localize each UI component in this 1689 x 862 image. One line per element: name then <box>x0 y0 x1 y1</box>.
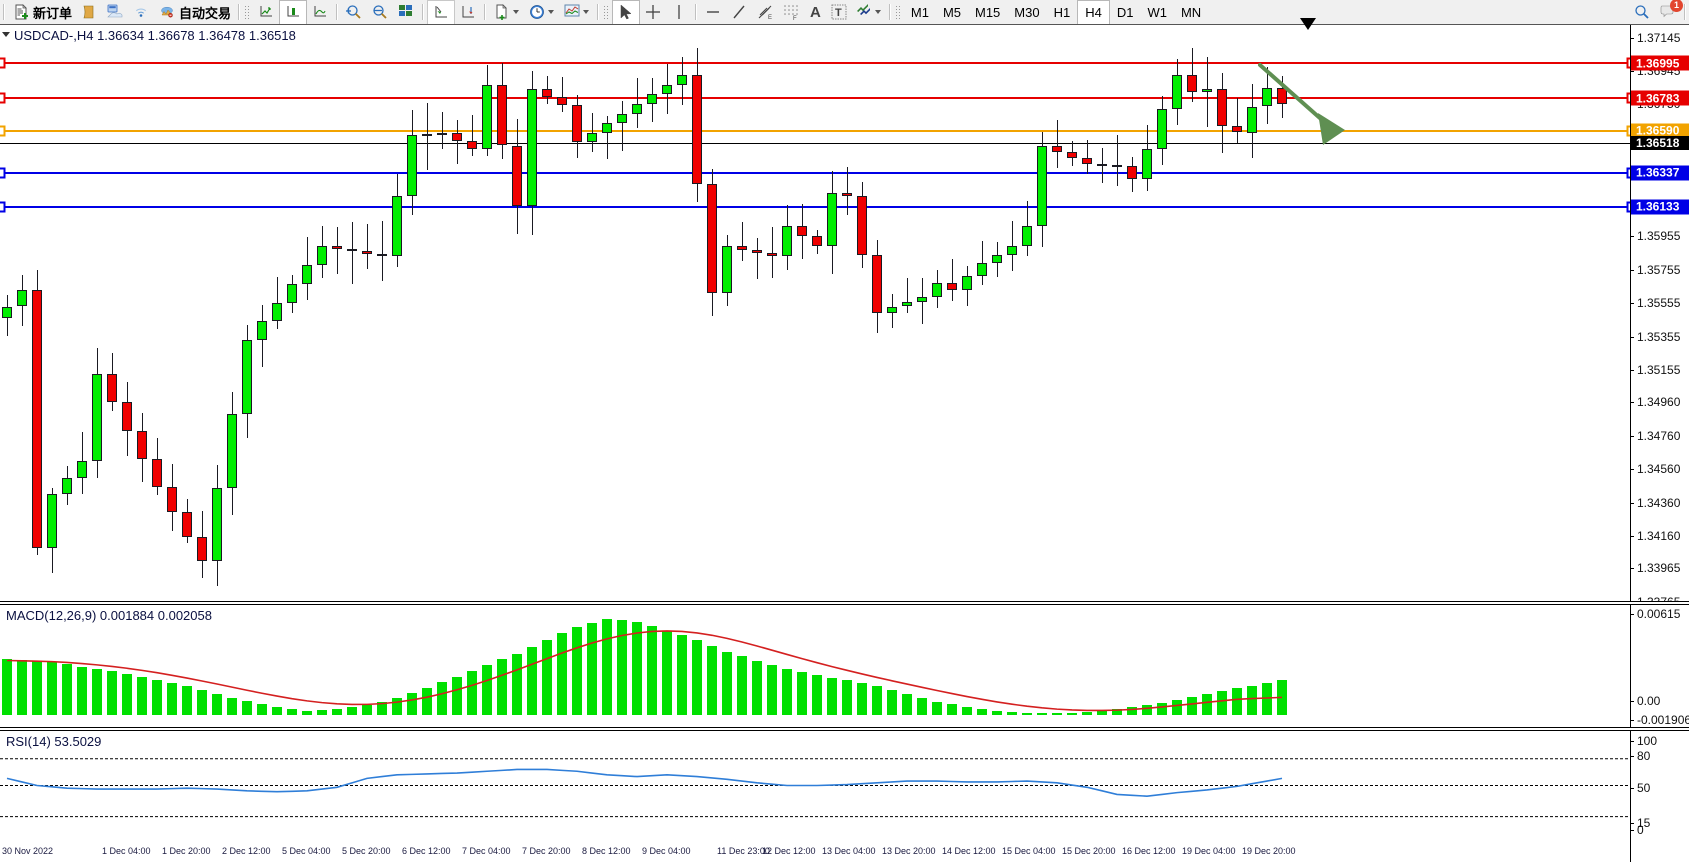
svg-text:F: F <box>793 16 797 21</box>
svg-text:E: E <box>768 15 772 21</box>
svg-text:T: T <box>835 7 842 19</box>
